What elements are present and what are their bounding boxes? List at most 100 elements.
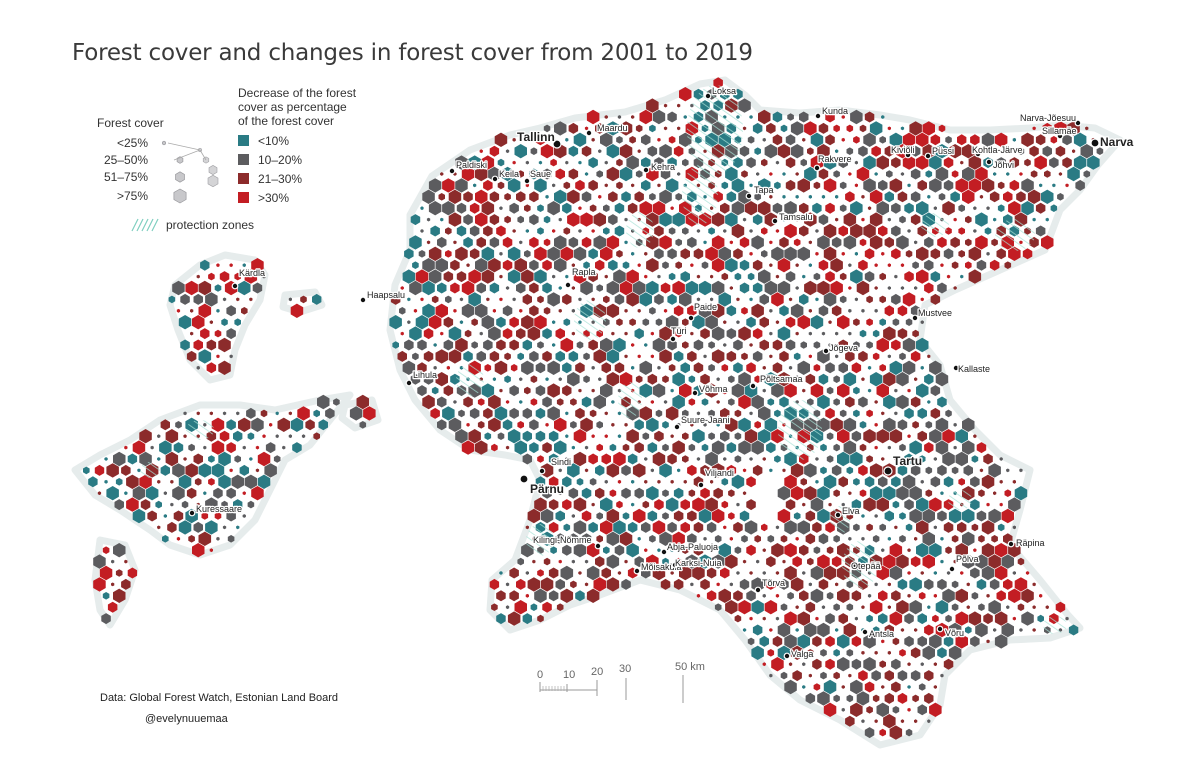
- forest-hex: [621, 191, 631, 203]
- forest-hex: [883, 372, 896, 387]
- city-turi[interactable]: Türi: [669, 325, 688, 343]
- city-suure-jaani[interactable]: Suure-Jaani: [673, 414, 731, 431]
- forest-hex: [736, 320, 740, 325]
- city-kohtla-jarve[interactable]: Kohtla-Järve: [971, 144, 1024, 158]
- city-haapsalu[interactable]: Haapsalu: [359, 289, 406, 304]
- city-torva[interactable]: Tõrva: [754, 577, 786, 594]
- city-label: Tamsalu: [779, 212, 813, 222]
- forest-hex: [659, 531, 672, 546]
- city-tapa[interactable]: Tapa: [745, 184, 775, 200]
- forest-hex: [663, 400, 668, 404]
- forest-hex: [517, 421, 524, 429]
- forest-hex: [986, 206, 990, 211]
- city-kunda[interactable]: Kunda: [814, 105, 849, 120]
- city-kallaste[interactable]: Kallaste: [952, 363, 991, 375]
- forest-hex: [507, 269, 521, 284]
- forest-hex: [876, 337, 889, 353]
- forest-hex: [687, 510, 697, 522]
- forest-hex: [420, 206, 424, 211]
- city-pussi[interactable]: Püssi: [924, 145, 955, 160]
- city-kivioli[interactable]: Kiviõli: [890, 144, 916, 159]
- forest-hex: [496, 316, 506, 328]
- city-saue[interactable]: Saue: [523, 168, 552, 185]
- city-maardu[interactable]: Maardu: [585, 122, 629, 137]
- city-parnu[interactable]: Pärnu: [519, 474, 565, 497]
- forest-hex: [769, 194, 773, 199]
- forest-hex: [596, 443, 603, 452]
- city-rapina[interactable]: Räpina: [1007, 537, 1046, 549]
- city-kardla[interactable]: Kärdla: [231, 267, 266, 290]
- forest-hex: [929, 497, 942, 512]
- forest-hex: [823, 155, 837, 170]
- forest-hex: [711, 440, 725, 455]
- city-kilingi-nomme[interactable]: Kilingi-Nõmme: [532, 534, 602, 550]
- city-vohma[interactable]: Võhma: [691, 383, 729, 397]
- forest-hex: [313, 432, 320, 440]
- forest-hex: [948, 645, 962, 660]
- forest-hex: [881, 639, 885, 644]
- city-rapla[interactable]: Rapla: [564, 266, 597, 289]
- city-tamsalu[interactable]: Tamsalu: [771, 211, 814, 225]
- city-sillamae[interactable]: Sillamäe: [1041, 125, 1078, 140]
- city-tallinn[interactable]: Tallinn: [516, 129, 562, 149]
- city-narva-joesuu[interactable]: Narva-Jõesuu: [1019, 112, 1082, 127]
- city-mustvee[interactable]: Mustvee: [911, 307, 953, 322]
- city-kehra[interactable]: Kehra: [642, 161, 676, 174]
- city-otepaa[interactable]: Otepää: [850, 560, 882, 573]
- forest-hex: [978, 603, 985, 611]
- forest-hex: [871, 670, 881, 682]
- city-johvi[interactable]: Jõhvi: [985, 158, 1015, 171]
- forest-hex: [525, 229, 529, 233]
- forest-hex: [897, 578, 908, 590]
- forest-hex: [749, 457, 753, 461]
- city-paldiski[interactable]: Paldiski: [448, 159, 488, 175]
- city-elva[interactable]: Elva: [834, 505, 861, 519]
- city-keila[interactable]: Keila: [491, 168, 520, 183]
- forest-hex: [413, 308, 418, 313]
- city-valga[interactable]: Valga: [783, 648, 815, 660]
- forest-hex: [785, 316, 796, 328]
- city-rakvere[interactable]: Rakvere: [813, 153, 853, 172]
- forest-hex: [690, 582, 694, 587]
- forest-hex: [889, 611, 903, 626]
- city-lihula[interactable]: Lihula: [405, 369, 438, 387]
- forest-hex: [649, 535, 656, 543]
- city-karksi-nuia[interactable]: Karksi-Nuia: [671, 557, 723, 569]
- forest-hex: [410, 373, 421, 385]
- forest-hex: [738, 417, 751, 432]
- city-narva[interactable]: Narva: [1090, 134, 1135, 150]
- city-kuressaare[interactable]: Kuressaare: [188, 503, 243, 517]
- forest-hex: [775, 274, 780, 279]
- forest-hex: [914, 536, 918, 541]
- city-jogeva[interactable]: Jõgeva: [822, 342, 859, 355]
- forest-hex: [693, 248, 704, 260]
- forest-hex: [833, 694, 840, 703]
- forest-hex: [606, 508, 620, 524]
- forest-hex: [805, 510, 816, 522]
- forest-hex: [728, 512, 735, 520]
- city-poltsamaa[interactable]: Põltsamaa: [749, 373, 804, 390]
- forest-hex: [772, 635, 783, 647]
- forest-hex: [725, 212, 738, 227]
- forest-hex: [589, 204, 597, 212]
- forest-hex: [833, 535, 840, 543]
- forest-hex: [960, 160, 964, 165]
- forest-hex: [226, 487, 236, 499]
- protection-zone: [1043, 616, 1067, 634]
- city-abja-paluoja[interactable]: Abja-Paluoja: [660, 541, 719, 556]
- forest-hex: [634, 487, 644, 499]
- city-voru[interactable]: Võru: [936, 625, 965, 639]
- estonia-map[interactable]: Tallinn Maardu Loksa Kunda Narva-JõesuuSilla…: [71, 76, 1135, 749]
- city-sindi[interactable]: Sindi: [538, 456, 572, 475]
- forest-hex: [185, 463, 198, 478]
- forest-hex: [606, 554, 620, 569]
- city-antsla[interactable]: Antsla: [861, 628, 895, 640]
- forest-hex: [965, 215, 972, 224]
- forest-hex: [962, 508, 975, 524]
- city-loksa[interactable]: Loksa: [704, 85, 737, 100]
- city-viljandi[interactable]: Viljandi: [697, 467, 735, 489]
- city-polva[interactable]: Põlva: [948, 553, 980, 573]
- city-paide[interactable]: Paide: [687, 301, 718, 322]
- city-tartu[interactable]: Tartu: [883, 453, 923, 476]
